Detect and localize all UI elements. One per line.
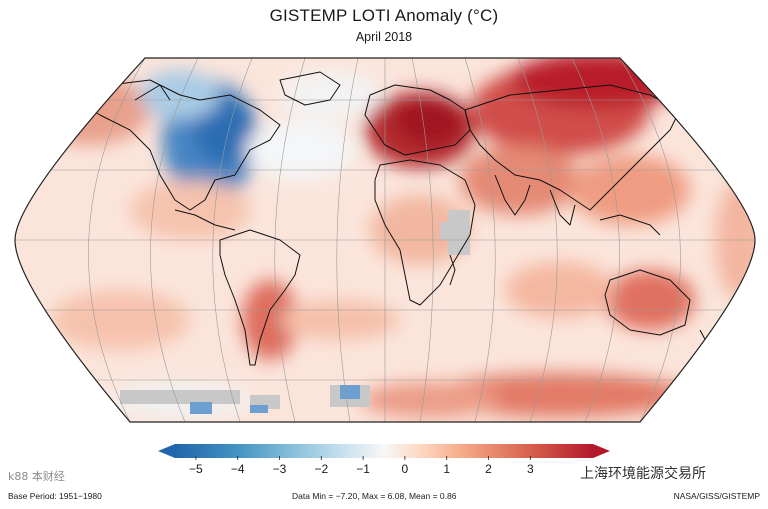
- colorbar-tick-label: −2: [314, 462, 329, 476]
- credit-text: NASA/GISS/GISTEMP: [673, 491, 760, 501]
- colorbar-tick-label: −3: [272, 462, 287, 476]
- watermark-right: 上海环境能源交易所: [580, 466, 706, 482]
- colorbar-tick-label: 0: [401, 462, 409, 476]
- watermark-left: k88 本财经: [8, 470, 65, 483]
- map-subtitle: April 2018: [355, 30, 413, 44]
- colorbar: [158, 444, 610, 460]
- data-statistics: Data Min = −7.20, Max = 6.08, Mean = 0.8…: [292, 491, 457, 501]
- colorbar-tick-label: −1: [356, 462, 370, 476]
- map-title: GISTEMP LOTI Anomaly (°C): [269, 6, 499, 25]
- anomaly-field: [15, 58, 755, 422]
- colorbar-tick-label: 1: [443, 462, 451, 476]
- base-period-note: Base Period: 1951−1980: [8, 491, 102, 501]
- colorbar-tick-label: −5: [189, 462, 203, 476]
- colorbar-tick-label: −4: [230, 462, 245, 476]
- colorbar-tick-label: 2: [485, 462, 492, 476]
- colorbar-tick-label: 3: [526, 462, 534, 476]
